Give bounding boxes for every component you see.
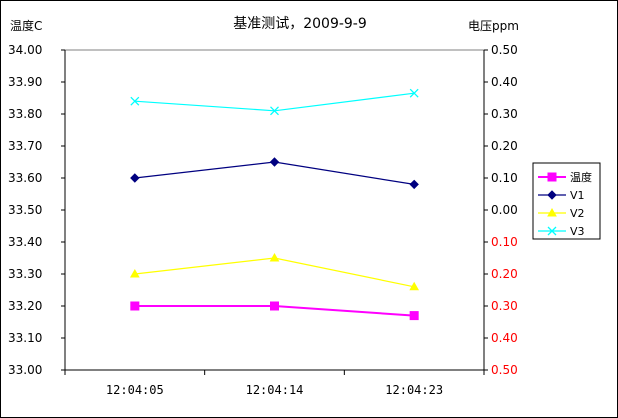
data-point: [547, 172, 557, 182]
right-tick-label: 0.30: [491, 107, 518, 121]
data-point: [409, 281, 420, 291]
legend: 温度 V1 V2 V3: [532, 162, 601, 240]
legend-box: [532, 162, 601, 240]
right-tick-label: 0.40: [491, 75, 518, 89]
x-tick-label: 12:04:05: [106, 383, 164, 397]
data-point: [547, 207, 557, 217]
left-tick-label: 33.10: [8, 331, 42, 345]
left-tick-label: 33.20: [8, 299, 42, 313]
left-tick-label: 33.50: [8, 203, 42, 217]
plot-area: [64, 49, 485, 371]
series-4: [130, 88, 419, 116]
legend-entry: 温度: [538, 170, 592, 184]
legend-entry: V2: [538, 207, 585, 220]
left-tick-label: 33.70: [8, 139, 42, 153]
legend-label: V2: [570, 207, 585, 220]
right-tick-label: 0.30: [491, 299, 518, 313]
x-tick-label: 12:04:23: [385, 383, 443, 397]
series-2: [130, 157, 419, 190]
legend-entry: V1: [538, 189, 585, 202]
data-point: [547, 226, 557, 236]
right-tick-label: 0.00: [491, 203, 518, 217]
left-tick-label: 33.30: [8, 267, 42, 281]
left-tick-label: 33.40: [8, 235, 42, 249]
right-tick-label: 0.20: [491, 267, 518, 281]
data-point: [409, 311, 419, 321]
legend-label: V1: [570, 189, 585, 202]
left-tick-label: 33.90: [8, 75, 42, 89]
data-point: [130, 96, 140, 106]
data-point: [409, 179, 419, 190]
chart-title: 基准测试，2009-9-9: [233, 15, 367, 32]
plot-frame: [64, 49, 485, 371]
left-tick-label: 33.00: [8, 363, 42, 377]
right-tick-label: 0.40: [491, 331, 518, 345]
data-point: [130, 173, 140, 183]
left-tick-label: 34.00: [8, 43, 42, 57]
right-tick-label: 0.10: [491, 171, 518, 185]
data-point: [270, 106, 279, 116]
data-point: [269, 157, 280, 167]
data-point: [270, 301, 279, 311]
legend-entry: V3: [538, 225, 585, 238]
right-tick-label: 0.20: [491, 139, 518, 153]
series-1: [130, 301, 419, 321]
left-axis-label: 温度C: [10, 18, 42, 33]
left-axis-ticks: 34.00 33.90 33.80 33.70 33.60 33.50 33.40 33.30…: [8, 43, 65, 377]
right-axis-label: 电压ppm: [468, 19, 519, 33]
legend-label: V3: [570, 225, 585, 238]
series-layer: [129, 88, 420, 321]
right-tick-label: 0.50: [491, 363, 518, 377]
left-tick-label: 33.80: [8, 107, 42, 121]
data-point: [269, 252, 280, 262]
series-3: [129, 252, 420, 291]
data-point: [409, 88, 419, 98]
x-axis-ticks: 12:04:05 12:04:14 12:04:23: [64, 370, 485, 397]
right-tick-label: 0.50: [491, 43, 518, 57]
left-tick-label: 33.60: [8, 171, 42, 185]
legend-label: 温度: [570, 170, 592, 184]
data-point: [129, 268, 140, 278]
x-tick-label: 12:04:14: [246, 383, 304, 397]
right-tick-label: 0.10: [491, 235, 518, 249]
data-point: [547, 190, 557, 200]
data-point: [130, 301, 140, 311]
right-axis-ticks: 0.50 0.40 0.30 0.20 0.10 0.00 0.10 0.20 0.30 0.40…: [484, 43, 518, 377]
